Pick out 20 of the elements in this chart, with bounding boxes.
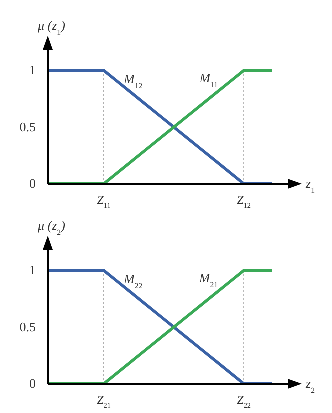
y-tick-label: 0.5 <box>20 319 36 334</box>
y-tick-label: 0 <box>30 176 36 191</box>
y-tick-label: 1 <box>30 62 36 78</box>
x-tick-label: Z$_{22}$ <box>237 393 252 410</box>
y-tick-label: 0 <box>30 376 36 391</box>
series-label: M$_{12}$ <box>123 72 143 90</box>
x-axis-title: z$_{1}$ <box>305 176 316 194</box>
y-axis-title: μ (z$_{2}$) <box>37 218 66 236</box>
y-tick-label: 0.5 <box>20 119 36 134</box>
x-axis-title: z$_{2}$ <box>305 376 316 394</box>
x-tick-label: Z$_{12}$ <box>237 193 252 210</box>
series-label: M$_{11}$ <box>198 70 218 90</box>
line-series <box>48 69 274 184</box>
series-label: M$_{21}$ <box>198 270 218 290</box>
y-axis-title: μ (z$_{1}$) <box>37 18 66 36</box>
series-label: M$_{22}$ <box>123 272 143 290</box>
line-series <box>48 269 274 384</box>
x-tick-label: Z$_{11}$ <box>97 193 112 210</box>
y-tick-label: 1 <box>30 262 36 278</box>
x-tick-label: Z$_{21}$ <box>97 393 112 410</box>
